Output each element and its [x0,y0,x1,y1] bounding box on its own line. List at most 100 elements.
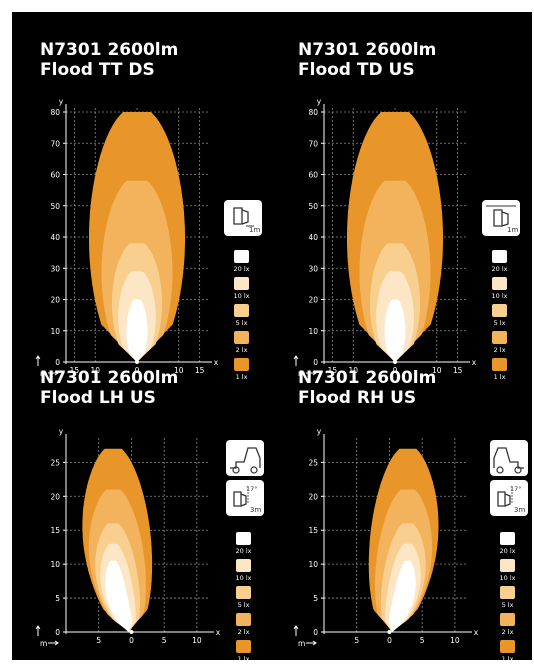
legend-swatch [236,586,251,599]
x-tick-label: 5 [354,636,359,645]
legend-swatch [500,586,515,599]
legend-swatch [236,559,251,572]
y-tick-label: 15 [308,526,318,535]
x-direction-arrow [306,640,317,646]
legend-label: 5 lx [238,601,250,609]
legend-label: 1 lx [238,655,250,663]
x-tick-label: 10 [192,636,202,645]
x-direction-arrow [48,640,59,646]
chart-title-line2: Flood TT DS [40,60,155,80]
y-tick-label: 0 [55,628,60,637]
legend-swatch [492,250,507,263]
legend-swatch [234,250,249,263]
y-tick-label: 80 [308,108,318,117]
light-origin-marker [135,360,139,364]
tilt-angle-label: 17° [246,485,258,493]
legend-swatch [492,277,507,290]
chart-title-line1: N7301 2600lm [40,368,179,388]
isolux-chart: 0 5 10 15 20 25 5 0 5 10 y x m 20 lx 10 lx 5 lx 2 lx 1 lx [293,427,516,663]
y-tick-label: 20 [308,296,318,305]
chart-title: N7301 2600lm Flood LH US [40,368,178,408]
y-tick-label: 25 [308,458,318,467]
mount-height-label: 1m [249,226,260,234]
x-tick-label: 0 [393,366,398,375]
legend-swatch [236,613,251,626]
y-tick-label: 20 [50,492,60,501]
x-tick-label: 10 [432,366,442,375]
y-tick-label: 70 [308,139,318,148]
isolux-contour-20-lx [388,560,416,632]
mount-height-label: 1m [507,226,518,234]
y-tick-label: 80 [50,108,60,117]
legend-label: 2 lx [502,628,514,636]
y-tick-label: 20 [308,492,318,501]
legend-swatch [236,640,251,653]
x-tick-label: 15 [195,366,205,375]
legend-swatch [234,277,249,290]
legend-swatch [492,358,507,371]
mount-height-label: 3m [514,506,525,514]
x-direction-arrow [48,370,59,376]
chart-title: N7301 2600lm Flood TT DS [40,40,178,80]
chart-title: N7301 2600lm Flood TD US [298,40,436,80]
y-direction-arrow [293,625,299,636]
y-tick-label: 30 [308,264,318,273]
x-tick-label: 15 [453,366,463,375]
x-tick-label: 10 [174,366,184,375]
y-axis-label: y [59,97,64,106]
lamp-tilt-icon: 17° 3m [226,480,264,516]
legend-label: 20 lx [500,547,516,555]
y-tick-label: 25 [50,458,60,467]
chart-title-line2: Flood LH US [40,388,156,408]
legend-swatch [234,304,249,317]
isolux-contour-20-lx [126,299,148,362]
light-origin-marker [393,360,397,364]
x-axis-label: x [216,628,221,637]
y-tick-label: 10 [308,560,318,569]
x-tick-label: 0 [135,366,140,375]
chart-panel-td-us: N7301 2600lm Flood TD US 0 10 20 30 40 50 60 70… [282,24,534,381]
legend-label: 1 lx [494,373,506,381]
y-tick-label: 0 [313,358,318,367]
lamp-mount-icon: 1m [224,200,262,236]
x-tick-label: 10 [348,366,358,375]
x-tick-label: 15 [328,366,338,375]
legend-label: 5 lx [236,319,248,327]
tilt-angle-label: 17° [510,485,522,493]
legend-swatch [492,304,507,317]
legend-label: 20 lx [236,547,252,555]
legend-label: 20 lx [234,265,250,273]
legend-label: 5 lx [502,601,514,609]
chart-title-line1: N7301 2600lm [298,368,437,388]
chart-panel-lh-us: N7301 2600lm Flood LH US 0 5 10 15 20 25 5 0 5 10… [24,352,280,670]
chart-panel-rh-us: N7301 2600lm Flood RH US 0 5 10 15 20 25 5 0 5 10… [282,352,534,670]
x-tick-label: 0 [387,636,392,645]
y-tick-label: 5 [55,594,60,603]
y-tick-label: 60 [308,171,318,180]
legend-label: 20 lx [492,265,508,273]
x-axis-label: x [214,358,219,367]
vehicle-side-view-icon [490,440,528,476]
legend-swatch [500,559,515,572]
y-tick-label: 40 [308,233,318,242]
legend-swatch [500,613,515,626]
y-tick-label: 50 [308,202,318,211]
x-tick-label: 5 [162,636,167,645]
legend-swatch [234,331,249,344]
y-direction-arrow [35,625,41,636]
y-tick-label: 50 [50,202,60,211]
x-tick-label: 10 [450,636,460,645]
chart-title-line1: N7301 2600lm [40,40,179,60]
x-tick-label: 10 [90,366,100,375]
x-axis-label: x [474,628,479,637]
isolux-contour-20-lx [384,299,406,362]
unit-label: m [40,639,47,648]
legend-swatch [500,640,515,653]
legend-swatch [234,358,249,371]
x-axis-label: x [472,358,477,367]
y-tick-label: 15 [50,526,60,535]
y-tick-label: 30 [50,264,60,273]
y-tick-label: 20 [50,296,60,305]
y-direction-arrow [293,355,299,366]
y-tick-label: 60 [50,171,60,180]
